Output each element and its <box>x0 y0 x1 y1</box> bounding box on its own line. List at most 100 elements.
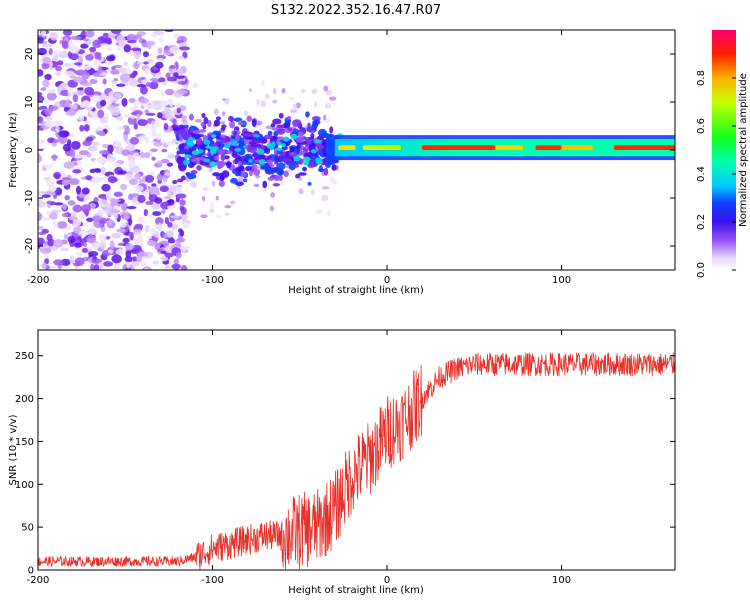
spectrogram-noise-blob <box>41 217 50 221</box>
spectrogram-signal-peak <box>242 145 247 149</box>
spectrogram-signal-blob <box>267 130 273 136</box>
spectrogram-signal-blob <box>187 162 195 168</box>
spectrogram-signal-peak <box>315 139 322 143</box>
spectrogram-noise-blob <box>253 183 260 188</box>
spectrogram-signal-blob <box>180 148 191 153</box>
spectrogram-carrier-core <box>613 145 675 150</box>
spectrogram-noise-blob <box>167 221 173 228</box>
spectrogram-noise-blob <box>163 123 169 131</box>
spectrogram-noise-blob <box>88 145 98 152</box>
spectrogram-noise-blob <box>272 99 278 104</box>
spectrogram-noise-blob <box>175 102 182 108</box>
spectrogram-noise-blob <box>222 111 226 117</box>
spectrogram-noise-blob <box>149 213 154 219</box>
spectrogram-noise-blob <box>62 177 71 181</box>
spectrogram-noise-blob <box>254 120 263 126</box>
spectrogram-noise-blob <box>179 205 185 211</box>
snr-series-line <box>38 352 675 570</box>
spectrogram-signal-blob <box>219 134 227 139</box>
colorbar-label: Normalized spectral amplitude <box>738 73 749 227</box>
spectrogram-noise-blob <box>138 178 143 185</box>
spectrogram-signal-peak <box>271 141 276 148</box>
spectrogram-signal-blob <box>235 173 242 177</box>
spectrogram-noise-blob <box>169 65 176 69</box>
spectrogram-noise-blob <box>100 176 108 181</box>
spectrogram-noise-blob <box>202 187 209 191</box>
spectrogram-signal-blob <box>227 115 234 122</box>
spectrogram-noise-blob <box>153 141 163 147</box>
spectrogram-noise-blob <box>164 30 174 33</box>
spectrogram-noise-blob <box>171 263 181 270</box>
spectrogram-noise-blob <box>129 136 140 145</box>
spectrogram-noise-blob <box>149 148 158 153</box>
snr-x-tick-label: -200 <box>27 575 50 586</box>
spectrogram-signal-blob <box>318 165 323 172</box>
spectrogram-signal-blob <box>251 119 257 128</box>
spectrogram-signal-peak <box>209 161 217 167</box>
colorbar-gradient <box>712 30 736 270</box>
spectrogram-noise-blob <box>56 221 68 229</box>
spectrogram-noise-blob <box>45 210 52 216</box>
colorbar-ticks: 0.0 0.2 0.4 0.6 0.8 <box>696 70 736 278</box>
spectrogram-signal-blob <box>249 169 253 177</box>
spectrogram-noise-blob <box>155 217 164 226</box>
spectrogram-noise-blob <box>151 133 158 138</box>
spectrogram-y-tick-label: 0 <box>24 147 35 153</box>
spectrogram-noise-blob <box>121 97 128 107</box>
spectrogram-noise-blob <box>82 140 92 147</box>
spectrogram-signal-blob <box>235 181 244 186</box>
spectrogram-noise-blob <box>264 93 270 100</box>
spectrogram-noise-blob <box>173 72 179 77</box>
spectrogram-noise-blob <box>40 87 47 91</box>
spectrogram-noise-blob <box>92 243 100 250</box>
spectrogram-noise-blob <box>124 243 135 250</box>
spectrogram-noise-blob <box>55 125 60 133</box>
spectrogram-noise-blob <box>167 198 175 206</box>
spectrogram-noise-blob <box>60 258 71 266</box>
spectrogram-signal-peak <box>187 142 195 147</box>
snr-x-tick-label: 0 <box>384 575 390 586</box>
spectrogram-y-label: Frequency (Hz) <box>8 112 19 188</box>
spectrogram-noise-blob <box>73 76 84 83</box>
spectrogram-noise-blob <box>97 199 108 203</box>
spectrogram-noise-blob <box>248 88 253 93</box>
spectrogram-noise-blob <box>155 61 164 69</box>
spectrogram-signal-blob <box>217 160 225 169</box>
spectrogram-noise-blob <box>110 30 122 34</box>
spectrogram-noise-blob <box>46 92 57 101</box>
spectrogram-noise-blob <box>111 232 122 239</box>
spectrogram-noise-blob <box>178 56 185 60</box>
snr-panel: -200 -100 0 100 0 50 100 150 200 250 Height of s… <box>8 329 676 596</box>
spectrogram-noise-blob <box>46 178 55 187</box>
spectrogram-noise-blob <box>63 161 75 169</box>
spectrogram-noise-blob <box>38 190 47 196</box>
spectrogram-noise-blob <box>61 170 66 177</box>
spectrogram-noise-blob <box>262 188 267 194</box>
spectrogram-noise-blob <box>157 222 162 230</box>
spectrogram-noise-blob <box>52 154 57 162</box>
spectrogram-noise-blob <box>157 248 163 253</box>
spectrogram-noise-blob <box>167 205 175 210</box>
spectrogram-noise-blob <box>134 99 139 108</box>
spectrogram-signal-blob <box>203 116 209 125</box>
spectrogram-noise-blob <box>110 69 120 75</box>
spectrogram-noise-blob <box>149 81 159 90</box>
spectrogram-signal-blob <box>292 164 300 168</box>
spectrogram-noise-blob <box>100 43 109 47</box>
spectrogram-noise-blob <box>116 83 126 87</box>
spectrogram-signal-blob <box>180 175 186 181</box>
spectrogram-noise-blob <box>146 59 154 64</box>
spectrogram-noise-blob <box>269 205 275 212</box>
spectrogram-signal-blob <box>246 115 252 123</box>
spectrogram-noise-blob <box>38 138 44 144</box>
spectrogram-signal-blob <box>196 165 202 171</box>
spectrogram-noise-blob <box>44 121 55 128</box>
spectrogram-noise-blob <box>72 154 84 159</box>
spectrogram-noise-blob <box>93 60 102 68</box>
spectrogram-noise-blob <box>88 251 99 257</box>
spectrogram-noise-blob <box>164 88 175 96</box>
spectrogram-noise-blob <box>151 126 157 136</box>
spectrogram-noise-blob <box>321 194 329 202</box>
spectrogram-noise-blob <box>118 125 124 131</box>
